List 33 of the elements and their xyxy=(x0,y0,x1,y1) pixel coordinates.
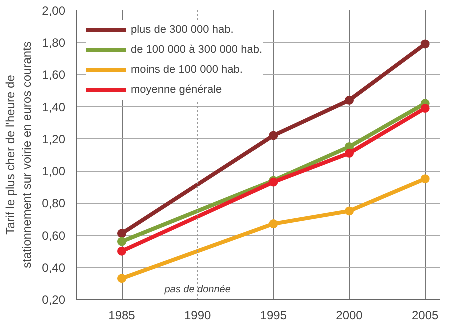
legend-label: plus de 300 000 hab. xyxy=(131,24,234,36)
point xyxy=(345,96,354,105)
y-tick-label: 1,20 xyxy=(42,132,66,146)
x-tick-label: 1990 xyxy=(184,308,212,322)
legend-label: moyenne générale xyxy=(131,84,222,96)
x-tick-label: 1995 xyxy=(260,308,288,322)
y-tick-label: 1,00 xyxy=(42,164,66,179)
x-tick-label: 1985 xyxy=(108,308,136,322)
point xyxy=(269,220,278,229)
y-tick-label: 1,40 xyxy=(42,100,66,114)
point xyxy=(420,40,430,49)
legend-label: de 100 000 à 300 000 hab. xyxy=(131,44,263,56)
y-tick-label: 1,60 xyxy=(42,68,66,82)
ref-line-label: pas de donnée xyxy=(164,284,232,296)
legend-label: moins de 100 000 hab. xyxy=(131,64,243,76)
point xyxy=(269,131,278,140)
point xyxy=(420,174,430,184)
point xyxy=(118,237,126,246)
point xyxy=(420,104,430,113)
point xyxy=(345,148,354,158)
x-tick-label: 2005 xyxy=(412,308,440,322)
point xyxy=(118,246,126,256)
y-tick-label: 0,40 xyxy=(42,260,66,275)
y-axis-title: Tarif le plus cher de l'heure de stationnement sur voirie en euros courants xyxy=(3,42,34,268)
y-tick-label: 0,20 xyxy=(42,293,66,307)
y-tick-label: 2,00 xyxy=(42,4,66,18)
y-tick-label: 1,80 xyxy=(42,36,66,50)
y-tick-label: 0,80 xyxy=(42,196,66,211)
point xyxy=(118,229,126,238)
point xyxy=(118,274,126,284)
point xyxy=(345,206,354,216)
x-tick-label: 2000 xyxy=(336,308,364,322)
y-tick-label: 0,60 xyxy=(42,228,66,243)
